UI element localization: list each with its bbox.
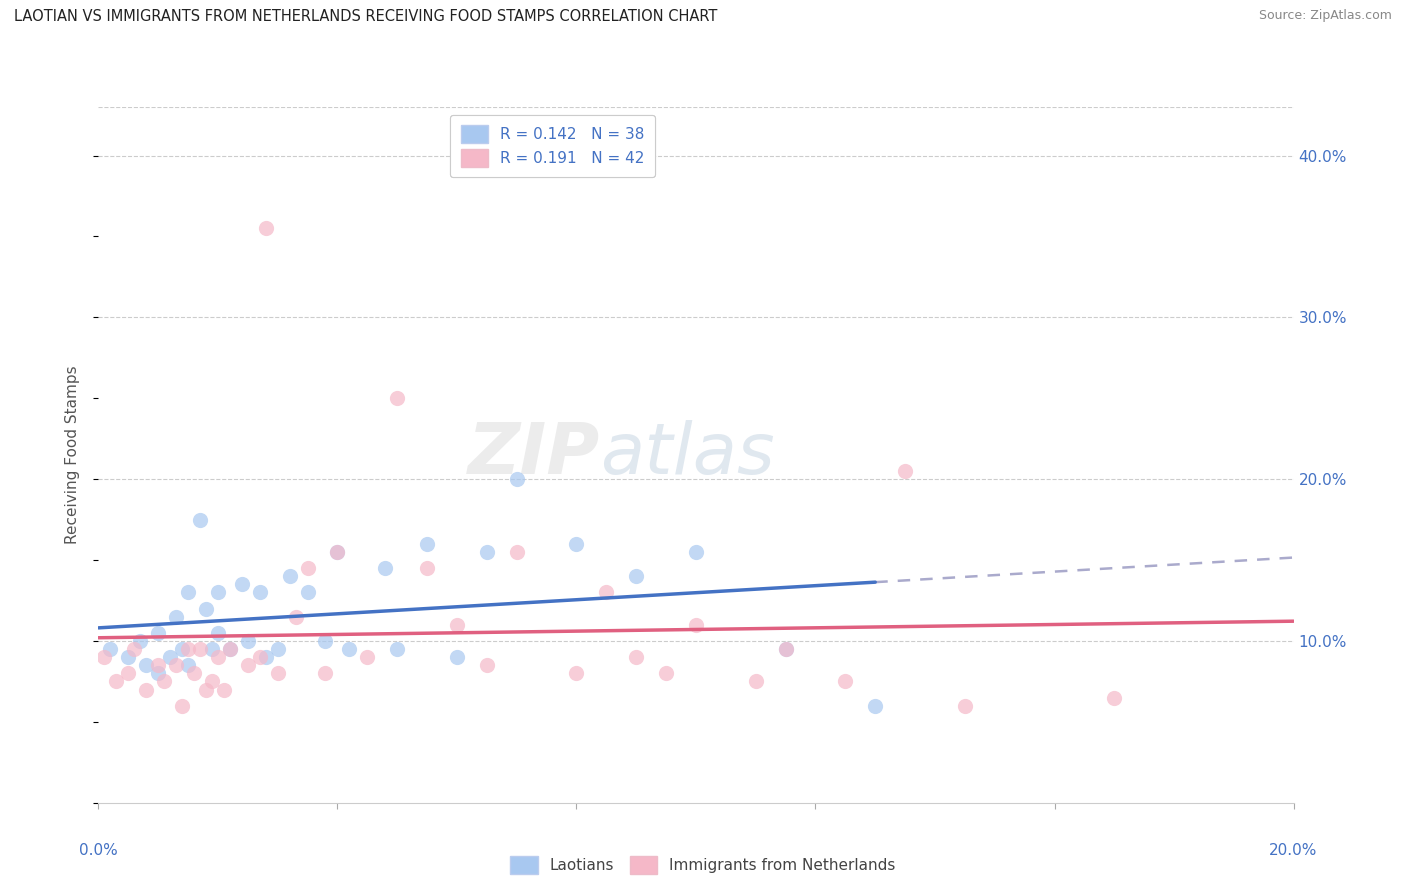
- Point: [172, 642, 194, 657]
- Point: [953, 698, 976, 713]
- Point: [172, 698, 194, 713]
- Point: [315, 666, 337, 681]
- Point: [626, 569, 648, 583]
- Point: [284, 609, 307, 624]
- Point: [865, 698, 887, 713]
- Legend: R = 0.142   N = 38, R = 0.191   N = 42: R = 0.142 N = 38, R = 0.191 N = 42: [450, 115, 655, 178]
- Point: [165, 609, 187, 624]
- Point: [236, 634, 259, 648]
- Point: [195, 682, 218, 697]
- Point: [117, 650, 139, 665]
- Point: [745, 674, 768, 689]
- Point: [105, 674, 128, 689]
- Point: [356, 650, 378, 665]
- Point: [195, 601, 218, 615]
- Point: [595, 585, 617, 599]
- Y-axis label: Receiving Food Stamps: Receiving Food Stamps: [65, 366, 80, 544]
- Point: [177, 658, 200, 673]
- Text: ZIP: ZIP: [468, 420, 600, 490]
- Point: [207, 585, 229, 599]
- Point: [297, 561, 319, 575]
- Text: Source: ZipAtlas.com: Source: ZipAtlas.com: [1258, 9, 1392, 22]
- Point: [267, 666, 290, 681]
- Point: [219, 642, 242, 657]
- Point: [177, 642, 200, 657]
- Point: [339, 642, 360, 657]
- Point: [254, 221, 277, 235]
- Point: [1104, 690, 1126, 705]
- Legend: Laotians, Immigrants from Netherlands: Laotians, Immigrants from Netherlands: [505, 850, 901, 880]
- Point: [117, 666, 139, 681]
- Point: [188, 513, 211, 527]
- Point: [475, 658, 498, 673]
- Point: [506, 545, 529, 559]
- Point: [416, 561, 439, 575]
- Point: [565, 537, 588, 551]
- Point: [135, 682, 157, 697]
- Point: [506, 472, 529, 486]
- Point: [626, 650, 648, 665]
- Point: [219, 642, 242, 657]
- Point: [249, 650, 271, 665]
- Point: [254, 650, 277, 665]
- Point: [297, 585, 319, 599]
- Point: [93, 650, 115, 665]
- Point: [834, 674, 856, 689]
- Text: atlas: atlas: [600, 420, 775, 490]
- Point: [374, 561, 396, 575]
- Point: [249, 585, 271, 599]
- Point: [475, 545, 498, 559]
- Point: [775, 642, 797, 657]
- Point: [894, 464, 917, 478]
- Text: LAOTIAN VS IMMIGRANTS FROM NETHERLANDS RECEIVING FOOD STAMPS CORRELATION CHART: LAOTIAN VS IMMIGRANTS FROM NETHERLANDS R…: [14, 9, 717, 24]
- Text: 0.0%: 0.0%: [79, 843, 118, 858]
- Point: [236, 658, 259, 673]
- Point: [385, 642, 409, 657]
- Point: [446, 650, 468, 665]
- Text: 20.0%: 20.0%: [1270, 843, 1317, 858]
- Point: [278, 569, 301, 583]
- Point: [129, 634, 152, 648]
- Point: [446, 617, 468, 632]
- Point: [201, 674, 224, 689]
- Point: [159, 650, 181, 665]
- Point: [326, 545, 349, 559]
- Point: [685, 617, 707, 632]
- Point: [315, 634, 337, 648]
- Point: [153, 674, 176, 689]
- Point: [385, 392, 409, 406]
- Point: [231, 577, 253, 591]
- Point: [326, 545, 349, 559]
- Point: [148, 666, 170, 681]
- Point: [207, 626, 229, 640]
- Point: [775, 642, 797, 657]
- Point: [148, 658, 170, 673]
- Point: [188, 642, 211, 657]
- Point: [100, 642, 122, 657]
- Point: [135, 658, 157, 673]
- Point: [565, 666, 588, 681]
- Point: [165, 658, 187, 673]
- Point: [148, 626, 170, 640]
- Point: [685, 545, 707, 559]
- Point: [124, 642, 146, 657]
- Point: [416, 537, 439, 551]
- Point: [655, 666, 678, 681]
- Point: [183, 666, 205, 681]
- Point: [267, 642, 290, 657]
- Point: [207, 650, 229, 665]
- Point: [212, 682, 235, 697]
- Point: [177, 585, 200, 599]
- Point: [201, 642, 224, 657]
